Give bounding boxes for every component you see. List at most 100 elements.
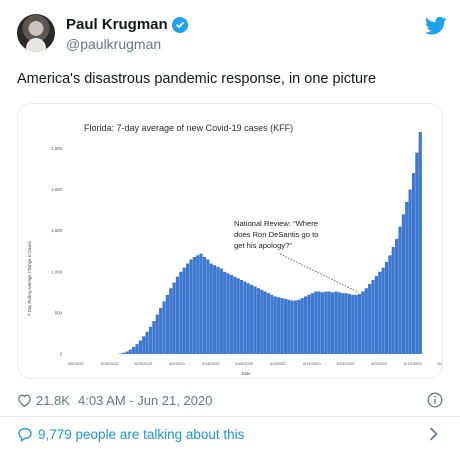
display-name[interactable]: Paul Krugman <box>66 16 168 33</box>
divider <box>0 416 460 417</box>
chart-bar <box>388 255 392 354</box>
chart-bar <box>320 292 325 354</box>
y-axis-ticks: 0 500 1,000 1,500 2,000 2,500 <box>51 146 62 357</box>
chart-bar <box>152 321 156 354</box>
x-tick-label: 4/4/2020 <box>169 361 185 366</box>
chart-bar <box>277 297 281 354</box>
chart-bar <box>263 291 267 354</box>
chart-bar <box>233 276 237 354</box>
chart-bar <box>196 255 200 354</box>
chart-bar <box>219 268 223 354</box>
chart-image[interactable]: Florida: 7-day average of new Covid-19 c… <box>17 103 443 379</box>
chart-title: Florida: 7-day average of new Covid-19 c… <box>84 123 293 133</box>
chart-bar <box>330 292 335 354</box>
chart-bar <box>290 300 294 354</box>
info-icon[interactable] <box>427 392 443 408</box>
x-tick-label: 5/24/2020 <box>337 361 356 366</box>
speech-bubble-icon <box>18 427 32 442</box>
y-axis-label: 7-Day Rolling Average Change in Cases <box>27 241 32 316</box>
chart-bar <box>317 291 321 354</box>
x-tick-label: 5/14/2020 <box>303 361 322 366</box>
chart-bar <box>283 298 287 354</box>
chart-bar <box>324 291 328 354</box>
covid-cases-chart: Florida: 7-day average of new Covid-19 c… <box>18 104 443 378</box>
name-row: Paul Krugman <box>66 16 188 33</box>
x-tick-label: 6/23/2020 <box>438 361 443 366</box>
chart-bar <box>138 340 143 354</box>
y-tick-label: 2,500 <box>51 146 62 151</box>
chart-bar <box>226 273 230 354</box>
chart-bar <box>337 292 341 354</box>
chart-bar <box>155 314 159 354</box>
chart-bar <box>189 259 193 354</box>
chart-bar <box>307 294 311 354</box>
x-tick-label: 4/14/2020 <box>202 361 221 366</box>
chart-bar <box>297 299 301 354</box>
chart-bar <box>327 291 331 354</box>
chart-bar <box>287 299 291 354</box>
chart-bar <box>371 280 375 354</box>
like-button[interactable]: 21.8K <box>17 393 70 408</box>
tweet-header: Paul Krugman @paulkrugman <box>17 14 447 54</box>
chart-bar <box>266 293 271 354</box>
chart-bar <box>300 298 304 354</box>
handle[interactable]: @paulkrugman <box>66 36 162 52</box>
x-tick-label: 6/3/2020 <box>371 361 387 366</box>
chart-bar <box>344 293 348 354</box>
chart-bar <box>256 288 261 354</box>
chart-bar <box>212 265 217 354</box>
chart-bar <box>280 298 284 354</box>
conversation-text: 9,779 people are talking about this <box>38 426 245 442</box>
x-tick-label: 6/13/2020 <box>404 361 423 366</box>
chart-bar <box>273 296 277 354</box>
chart-bar <box>310 293 314 354</box>
chart-bar <box>405 201 409 354</box>
chart-bar <box>206 259 210 354</box>
chart-bar <box>314 291 318 354</box>
chart-bar <box>192 256 196 354</box>
chart-bar <box>243 281 247 354</box>
chart-bar <box>351 294 355 354</box>
chart-bar <box>142 336 146 354</box>
chart-bar <box>186 263 190 354</box>
twitter-bird-icon[interactable] <box>425 16 447 36</box>
y-axis-label-text: 7-Day Rolling Average Change in Cases <box>27 241 32 316</box>
chart-bar <box>169 288 173 354</box>
chart-bar <box>418 132 422 354</box>
chart-bar <box>334 291 338 354</box>
conversation-link[interactable]: 9,779 people are talking about this <box>17 424 443 444</box>
y-tick-label: 0 <box>60 352 63 357</box>
chart-bar <box>202 256 207 354</box>
chart-bar <box>361 291 365 354</box>
chart-bar <box>165 294 169 354</box>
x-axis-ticks: 3/5/2020 3/15/2020 3/25/2020 4/4/2020 4/14/2… <box>68 361 443 366</box>
chart-annotation: National Review: “Where does Ron DeSantis… <box>234 219 359 293</box>
chart-bar <box>162 301 166 354</box>
chart-bar <box>408 189 412 354</box>
avatar[interactable] <box>17 14 55 52</box>
y-tick-label: 2,000 <box>51 187 62 192</box>
chart-bar <box>223 271 227 354</box>
chart-bar <box>216 266 220 354</box>
chart-bar <box>236 278 240 354</box>
chart-bar <box>148 326 153 354</box>
chart-bar <box>354 294 358 354</box>
chart-bar <box>209 263 213 354</box>
chart-bar <box>398 226 402 354</box>
chart-bar <box>121 352 126 354</box>
chart-bar <box>411 173 416 354</box>
timestamp[interactable]: 4:03 AM - Jun 21, 2020 <box>77 392 213 408</box>
chevron-right-icon <box>430 427 438 441</box>
chart-bar <box>347 293 352 354</box>
chart-bar <box>128 349 132 354</box>
chart-bar <box>260 289 264 354</box>
chart-bar <box>229 275 234 354</box>
chart-bar <box>125 351 129 354</box>
x-tick-label: 3/25/2020 <box>134 361 153 366</box>
x-tick-label: 5/4/2020 <box>270 361 286 366</box>
chart-bars <box>118 132 422 354</box>
y-tick-label: 1,000 <box>51 269 62 274</box>
chart-bar <box>239 280 244 354</box>
chart-bar <box>364 288 368 354</box>
